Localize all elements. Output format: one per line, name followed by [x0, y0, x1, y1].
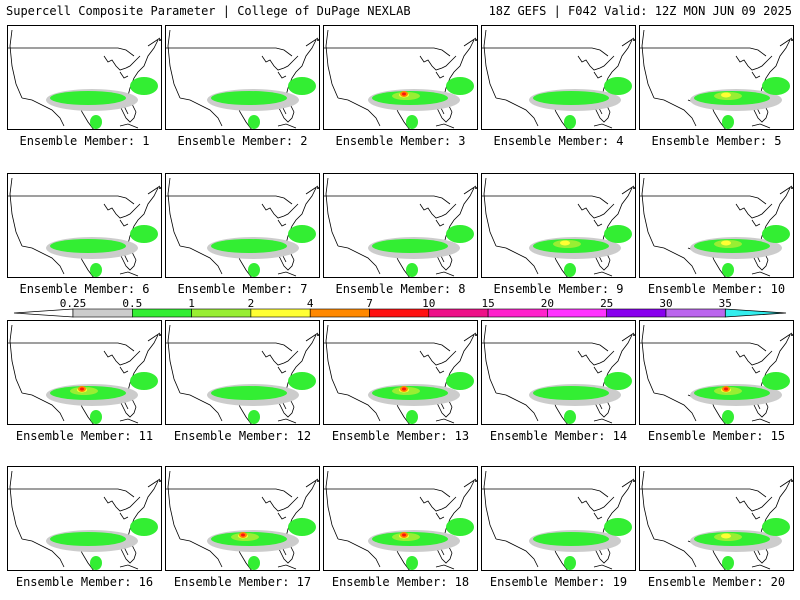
- ensemble-map-15: [639, 320, 794, 425]
- ensemble-member-label: Ensemble Member: 4: [493, 134, 624, 148]
- ensemble-map-20: [639, 466, 794, 571]
- ensemble-map-18: [323, 466, 478, 571]
- map-graphic: [640, 177, 793, 277]
- colorbar-tick-label: 35: [718, 297, 732, 310]
- map-graphic: [166, 470, 319, 570]
- ensemble-member-label: Ensemble Member: 8: [335, 282, 466, 296]
- map-graphic: [8, 177, 161, 277]
- colorbar-low-arrow: [13, 308, 74, 318]
- ensemble-map-13: [323, 320, 478, 425]
- colorbar-tick-label: 0.25: [59, 297, 87, 310]
- ensemble-map-12: [165, 320, 320, 425]
- colorbar-segment: [191, 308, 252, 318]
- colorbar-segment: [665, 308, 726, 318]
- ensemble-map-5: [639, 25, 794, 130]
- colorbar-segment: [132, 308, 192, 318]
- ensemble-member-label: Ensemble Member: 10: [647, 282, 786, 296]
- ensemble-map-11: [7, 320, 162, 425]
- ensemble-member-label: Ensemble Member: 13: [331, 429, 470, 443]
- map-graphic: [166, 177, 319, 277]
- colorbar-tick-label: 20: [540, 297, 555, 310]
- map-graphic: [8, 324, 161, 424]
- map-graphic: [482, 324, 635, 424]
- ensemble-map-10: [639, 173, 794, 278]
- map-graphic: [640, 470, 793, 570]
- ensemble-member-label: Ensemble Member: 2: [177, 134, 308, 148]
- ensemble-map-2: [165, 25, 320, 130]
- title-left: Supercell Composite Parameter | College …: [6, 4, 411, 18]
- ensemble-member-label: Ensemble Member: 12: [173, 429, 312, 443]
- colorbar-tick-label: 10: [422, 297, 436, 310]
- ensemble-member-label: Ensemble Member: 1: [19, 134, 150, 148]
- ensemble-map-6: [7, 173, 162, 278]
- colorbar-tick-label: 7: [366, 297, 373, 310]
- colorbar-high-arrow: [724, 308, 787, 318]
- map-graphic: [166, 324, 319, 424]
- ensemble-member-label: Ensemble Member: 7: [177, 282, 308, 296]
- colorbar-tick-label: 1: [188, 297, 195, 310]
- ensemble-map-1: [7, 25, 162, 130]
- ensemble-member-label: Ensemble Member: 15: [647, 429, 786, 443]
- ensemble-member-label: Ensemble Member: 3: [335, 134, 466, 148]
- ensemble-member-label: Ensemble Member: 16: [15, 575, 154, 589]
- ensemble-member-label: Ensemble Member: 17: [173, 575, 312, 589]
- ensemble-member-label: Ensemble Member: 19: [489, 575, 628, 589]
- title-right: 18Z GEFS | F042 Valid: 12Z MON JUN 09 20…: [488, 4, 792, 18]
- colorbar-tick-label: 0.5: [122, 297, 143, 310]
- ensemble-map-17: [165, 466, 320, 571]
- ensemble-member-label: Ensemble Member: 11: [15, 429, 154, 443]
- map-graphic: [640, 324, 793, 424]
- ensemble-map-14: [481, 320, 636, 425]
- ensemble-map-8: [323, 173, 478, 278]
- map-graphic: [8, 29, 161, 129]
- map-graphic: [482, 29, 635, 129]
- map-graphic: [640, 29, 793, 129]
- map-graphic: [8, 470, 161, 570]
- ensemble-member-label: Ensemble Member: 18: [331, 575, 470, 589]
- colorbar-segment: [369, 308, 430, 318]
- ensemble-map-7: [165, 173, 320, 278]
- map-graphic: [324, 177, 477, 277]
- map-graphic: [324, 29, 477, 129]
- map-graphic: [166, 29, 319, 129]
- ensemble-member-label: Ensemble Member: 9: [493, 282, 624, 296]
- map-graphic: [482, 177, 635, 277]
- colorbar-segment: [606, 308, 667, 318]
- colorbar-segment: [250, 308, 311, 318]
- colorbar-tick-label: 25: [600, 297, 614, 310]
- ensemble-map-19: [481, 466, 636, 571]
- colorbar-tick-label: 4: [306, 297, 314, 310]
- colorbar-segment: [487, 308, 548, 318]
- colorbar-tick-label: 30: [659, 297, 673, 310]
- map-graphic: [324, 470, 477, 570]
- ensemble-map-4: [481, 25, 636, 130]
- ensemble-map-16: [7, 466, 162, 571]
- map-graphic: [324, 324, 477, 424]
- ensemble-member-label: Ensemble Member: 5: [651, 134, 782, 148]
- colorbar-segment: [547, 308, 608, 318]
- ensemble-member-label: Ensemble Member: 6: [19, 282, 150, 296]
- ensemble-map-3: [323, 25, 478, 130]
- map-graphic: [482, 470, 635, 570]
- colorbar-segment: [72, 308, 133, 318]
- colorbar-segment: [309, 308, 370, 318]
- ensemble-map-9: [481, 173, 636, 278]
- colorbar-tick-label: 15: [481, 297, 495, 310]
- ensemble-member-label: Ensemble Member: 14: [489, 429, 628, 443]
- ensemble-member-label: Ensemble Member: 20: [647, 575, 786, 589]
- colorbar-tick-label: 2: [247, 297, 255, 310]
- colorbar-segment: [428, 308, 489, 318]
